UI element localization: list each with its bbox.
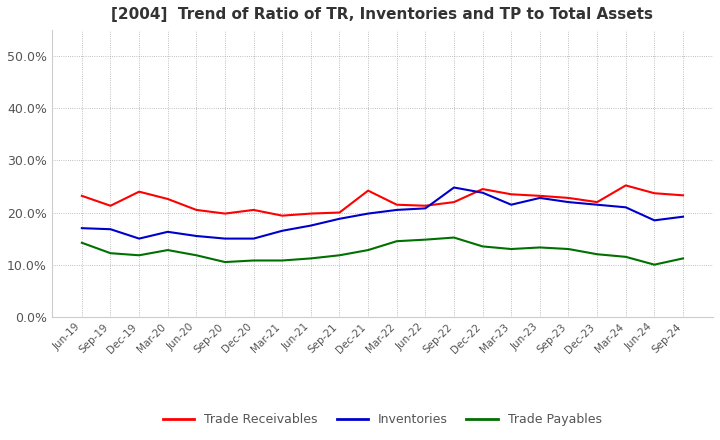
Trade Receivables	[650, 191, 659, 196]
Trade Payables	[192, 253, 201, 258]
Inventories	[278, 228, 287, 233]
Trade Payables	[220, 260, 229, 265]
Trade Payables	[392, 238, 401, 244]
Inventories	[78, 226, 86, 231]
Inventories	[106, 227, 114, 232]
Inventories	[135, 236, 143, 241]
Inventories	[163, 229, 172, 235]
Trade Payables	[507, 246, 516, 252]
Line: Trade Payables: Trade Payables	[82, 238, 683, 265]
Legend: Trade Receivables, Inventories, Trade Payables: Trade Receivables, Inventories, Trade Pa…	[158, 408, 607, 431]
Inventories	[450, 185, 459, 190]
Inventories	[364, 211, 372, 216]
Trade Payables	[135, 253, 143, 258]
Trade Receivables	[421, 203, 430, 209]
Trade Payables	[364, 247, 372, 253]
Trade Payables	[106, 250, 114, 256]
Trade Receivables	[679, 193, 688, 198]
Trade Payables	[163, 247, 172, 253]
Trade Receivables	[392, 202, 401, 207]
Trade Payables	[536, 245, 544, 250]
Inventories	[220, 236, 229, 241]
Inventories	[307, 223, 315, 228]
Trade Payables	[650, 262, 659, 268]
Trade Receivables	[135, 189, 143, 194]
Inventories	[392, 207, 401, 213]
Trade Receivables	[278, 213, 287, 218]
Inventories	[507, 202, 516, 207]
Trade Receivables	[507, 192, 516, 197]
Trade Receivables	[450, 199, 459, 205]
Line: Inventories: Inventories	[82, 187, 683, 238]
Trade Payables	[307, 256, 315, 261]
Trade Receivables	[192, 207, 201, 213]
Trade Payables	[593, 252, 601, 257]
Line: Trade Receivables: Trade Receivables	[82, 185, 683, 216]
Inventories	[421, 206, 430, 211]
Inventories	[336, 216, 344, 221]
Trade Receivables	[478, 187, 487, 192]
Trade Receivables	[78, 193, 86, 198]
Trade Payables	[249, 258, 258, 263]
Inventories	[593, 202, 601, 207]
Trade Payables	[278, 258, 287, 263]
Inventories	[478, 190, 487, 195]
Inventories	[650, 218, 659, 223]
Trade Receivables	[621, 183, 630, 188]
Trade Payables	[679, 256, 688, 261]
Trade Receivables	[593, 199, 601, 205]
Inventories	[621, 205, 630, 210]
Inventories	[564, 199, 573, 205]
Trade Payables	[336, 253, 344, 258]
Trade Payables	[564, 246, 573, 252]
Trade Receivables	[249, 207, 258, 213]
Inventories	[249, 236, 258, 241]
Inventories	[536, 195, 544, 201]
Trade Receivables	[220, 211, 229, 216]
Trade Receivables	[106, 203, 114, 209]
Trade Receivables	[536, 193, 544, 198]
Trade Receivables	[336, 210, 344, 215]
Inventories	[679, 214, 688, 220]
Inventories	[192, 233, 201, 238]
Trade Payables	[78, 240, 86, 246]
Trade Payables	[421, 237, 430, 242]
Title: [2004]  Trend of Ratio of TR, Inventories and TP to Total Assets: [2004] Trend of Ratio of TR, Inventories…	[112, 7, 654, 22]
Trade Payables	[621, 254, 630, 260]
Trade Receivables	[564, 195, 573, 201]
Trade Receivables	[364, 188, 372, 193]
Trade Payables	[450, 235, 459, 240]
Trade Receivables	[307, 211, 315, 216]
Trade Payables	[478, 244, 487, 249]
Trade Receivables	[163, 196, 172, 202]
